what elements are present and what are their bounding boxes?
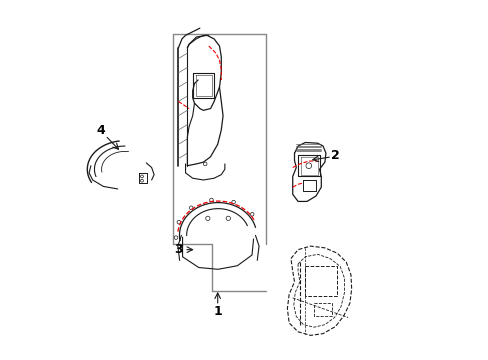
- Text: 3: 3: [173, 243, 182, 256]
- Text: 4: 4: [96, 124, 105, 137]
- Text: 2: 2: [330, 149, 339, 162]
- Text: 1: 1: [213, 305, 222, 318]
